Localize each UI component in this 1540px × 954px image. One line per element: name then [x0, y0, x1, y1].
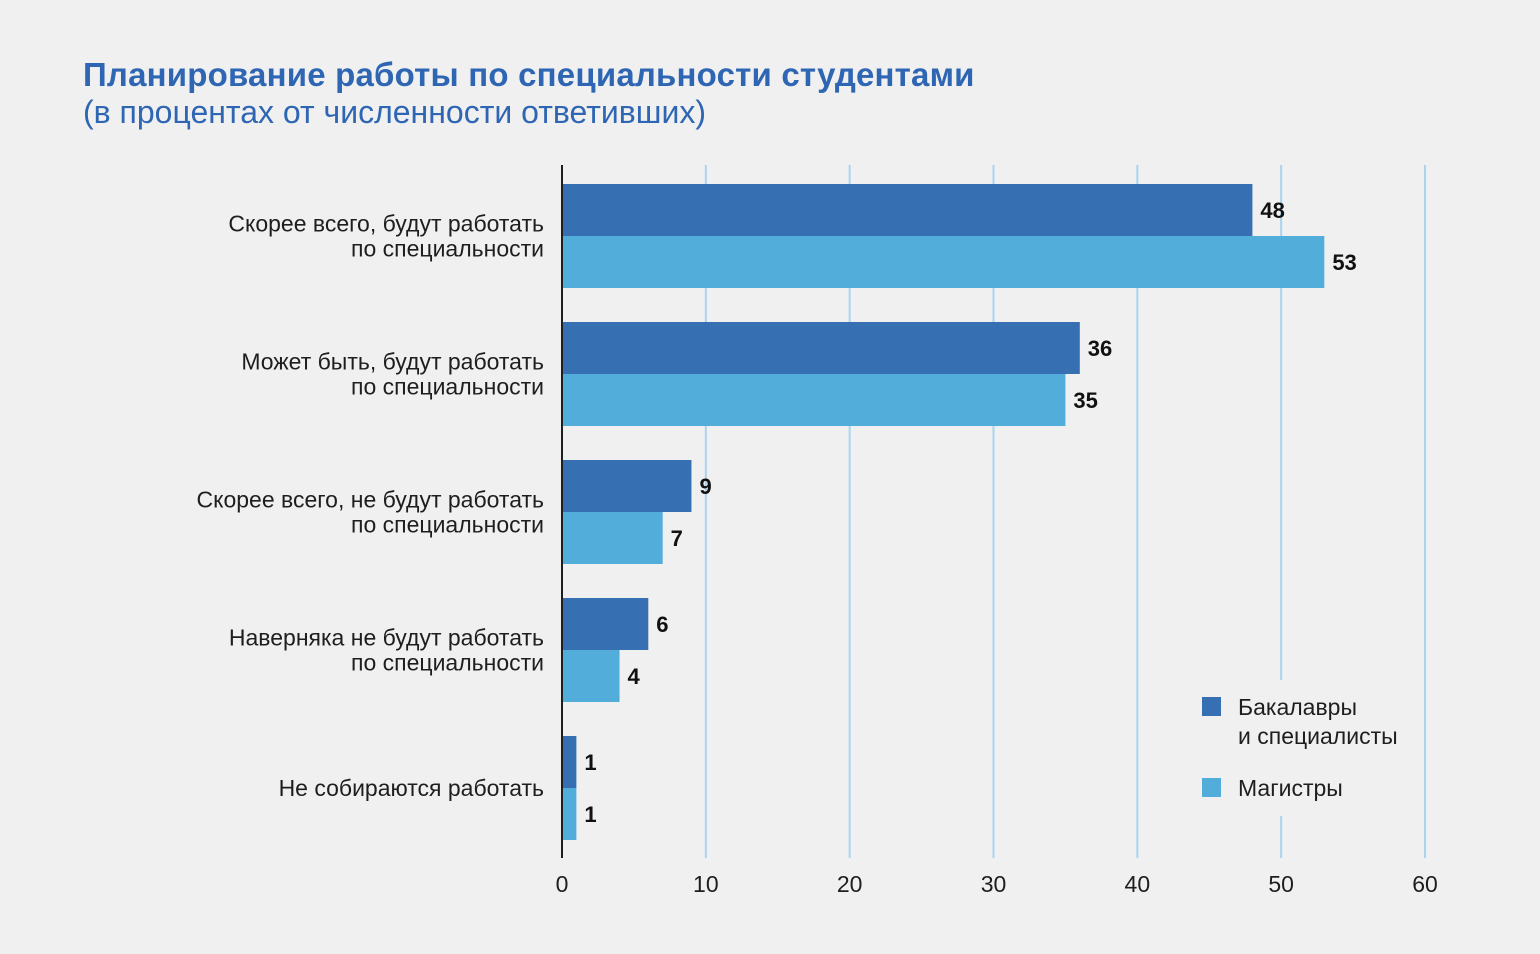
chart-subtitle: (в процентах от численности ответивших): [83, 94, 706, 130]
chart-title: Планирование работы по специальности сту…: [83, 56, 975, 93]
category-label: по специальности: [351, 374, 544, 400]
bar: [562, 374, 1066, 426]
category-label: по специальности: [351, 650, 544, 676]
legend-swatch: [1202, 697, 1221, 716]
data-label: 48: [1260, 198, 1284, 223]
category-label: Скорее всего, не будут работать: [197, 487, 544, 513]
x-tick-label: 10: [693, 871, 719, 897]
bar: [562, 736, 577, 788]
category-label: по специальности: [351, 236, 544, 262]
category-label: Наверняка не будут работать: [229, 625, 544, 651]
category-label: по специальности: [351, 512, 544, 538]
category-label: Скорее всего, будут работать: [228, 211, 544, 237]
bar: [562, 236, 1325, 288]
x-tick-label: 20: [837, 871, 863, 897]
bar: [562, 512, 663, 564]
legend-label: Магистры: [1238, 775, 1343, 801]
legend-swatch: [1202, 778, 1221, 797]
data-label: 7: [671, 526, 683, 551]
x-tick-label: 40: [1125, 871, 1151, 897]
data-label: 36: [1088, 336, 1112, 361]
data-label: 1: [584, 750, 596, 775]
category-label: Может быть, будут работать: [241, 349, 544, 375]
legend-label: Бакалавры: [1238, 694, 1357, 720]
legend-label: и специалисты: [1238, 723, 1398, 749]
bar: [562, 460, 692, 512]
x-tick-label: 50: [1268, 871, 1294, 897]
category-label: Не собираются работать: [279, 775, 544, 801]
data-label: 4: [628, 664, 641, 689]
x-tick-label: 0: [556, 871, 569, 897]
data-label: 1: [584, 802, 596, 827]
x-tick-label: 60: [1412, 871, 1438, 897]
bar: [562, 184, 1253, 236]
bar: [562, 650, 620, 702]
bar: [562, 322, 1080, 374]
legend-background: [1192, 680, 1417, 816]
data-label: 9: [699, 474, 711, 499]
bar: [562, 788, 577, 840]
data-label: 35: [1073, 388, 1097, 413]
data-label: 53: [1332, 250, 1356, 275]
data-label: 6: [656, 612, 668, 637]
bar: [562, 598, 649, 650]
x-tick-label: 30: [981, 871, 1007, 897]
